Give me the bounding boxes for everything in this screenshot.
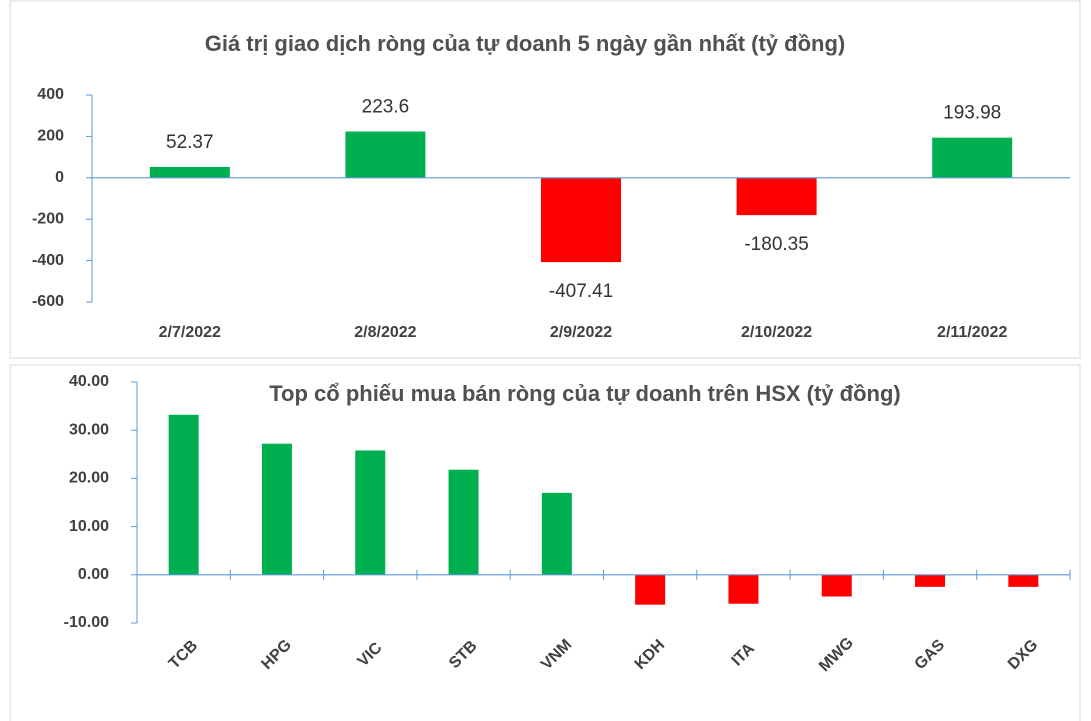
bar: [728, 574, 759, 604]
bar: [635, 574, 666, 605]
bar: [915, 574, 946, 587]
chart-title: Top cổ phiếu mua bán ròng của tự doanh t…: [269, 381, 901, 406]
y-tick-label: 10.00: [69, 518, 109, 535]
bar: [355, 450, 386, 575]
bar: [541, 492, 572, 575]
data-label: -180.35: [744, 234, 808, 255]
bar: [448, 469, 479, 575]
y-tick-label: -10.00: [64, 614, 109, 631]
bar: [1008, 574, 1039, 587]
y-tick-label: 0.00: [78, 566, 109, 583]
y-tick-label: 40.00: [69, 373, 109, 390]
y-tick-label: 200: [37, 128, 64, 145]
y-tick-label: 400: [37, 86, 64, 103]
y-tick-label: 30.00: [69, 421, 109, 438]
x-tick-label: 2/8/2022: [354, 324, 416, 341]
bar: [149, 166, 230, 178]
bar: [345, 131, 426, 178]
bar: [168, 414, 199, 575]
x-tick-label: 2/7/2022: [159, 324, 221, 341]
data-label: 52.37: [166, 132, 214, 153]
bar: [261, 443, 292, 575]
y-tick-label: -200: [32, 210, 64, 227]
y-tick-label: 20.00: [69, 470, 109, 487]
y-tick-label: -600: [32, 293, 64, 310]
data-label: 193.98: [943, 103, 1001, 124]
bar: [736, 177, 817, 216]
x-tick-label: 2/11/2022: [937, 324, 1007, 341]
x-tick-label: 2/9/2022: [550, 324, 612, 341]
bar: [821, 574, 852, 597]
y-tick-label: -400: [32, 252, 64, 269]
data-label: -407.41: [549, 281, 613, 302]
chart-title: Giá trị giao dịch ròng của tự doanh 5 ng…: [205, 31, 846, 56]
bar: [541, 177, 621, 263]
x-tick-label: 2/10/2022: [741, 324, 812, 341]
data-label: 223.6: [362, 97, 410, 118]
bar: [932, 137, 1013, 178]
y-tick-label: 0: [55, 169, 64, 186]
